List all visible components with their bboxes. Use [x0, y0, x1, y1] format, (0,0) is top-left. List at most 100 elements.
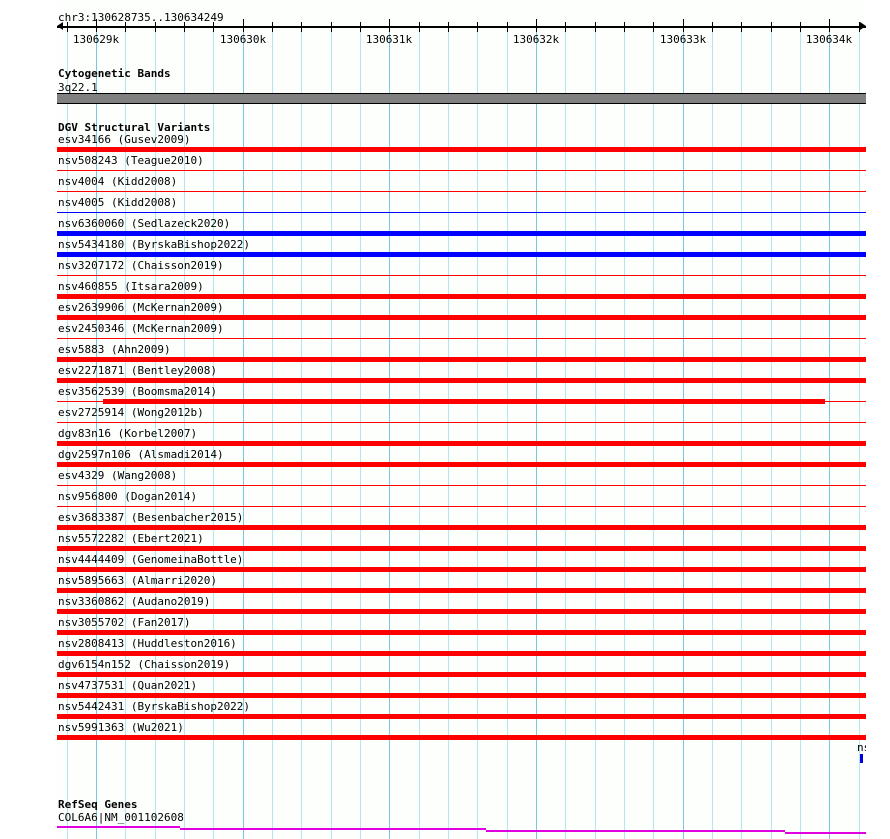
locus-label: chr3:130628735..130634249 [58, 11, 224, 24]
dgv-variant-label: nsv5895663 (Almarri2020) [58, 574, 217, 587]
dgv-variant-row[interactable]: nsv5991363 (Wu2021) [0, 722, 890, 743]
dgv-variant-row[interactable]: esv34166 (Gusev2009) [0, 134, 890, 155]
dgv-variant-bar[interactable] [57, 147, 866, 152]
dgv-variant-label: esv3562539 (Boomsma2014) [58, 385, 217, 398]
dgv-variant-label: esv5883 (Ahn2009) [58, 343, 171, 356]
ruler-tick-minor [67, 22, 68, 32]
dgv-variant-label: esv2639906 (McKernan2009) [58, 301, 224, 314]
ruler-tick-minor [477, 22, 478, 32]
dgv-variant-row[interactable]: esv2725914 (Wong2012b) [0, 407, 890, 428]
dgv-variant-row[interactable]: dgv83n16 (Korbel2007) [0, 428, 890, 449]
dgv-variant-row[interactable]: nsv508243 (Teague2010) [0, 155, 890, 176]
dgv-variant-label: nsv6360060 (Sedlazeck2020) [58, 217, 231, 230]
dgv-variant-bar[interactable] [57, 735, 866, 740]
dgv-variant-row[interactable]: nsv460855 (Itsara2009) [0, 281, 890, 302]
dgv-variant-label: esv2271871 (Bentley2008) [58, 364, 217, 377]
dgv-variant-row[interactable]: nsv4444409 (GenomeinaBottle) [0, 554, 890, 575]
ruler-tick-minor [595, 22, 596, 32]
dgv-variant-bar[interactable] [57, 506, 866, 507]
dgv-variant-row[interactable]: esv2639906 (McKernan2009) [0, 302, 890, 323]
ruler-tick-minor [301, 22, 302, 32]
dgv-variant-bar[interactable] [57, 378, 866, 383]
ruler-tick-minor [565, 22, 566, 32]
dgv-variant-row[interactable]: nsv4004 (Kidd2008) [0, 176, 890, 197]
dgv-variant-bar[interactable] [57, 525, 866, 530]
dgv-variant-row[interactable]: nsv3207172 (Chaisson2019) [0, 260, 890, 281]
dgv-variant-bar[interactable] [57, 651, 866, 656]
ruler-tick-major [96, 19, 97, 32]
dgv-variant-row[interactable]: esv3562539 (Boomsma2014) [0, 386, 890, 407]
refseq-gene-segment[interactable] [180, 828, 486, 830]
dgv-variant-row[interactable]: esv3683387 (Besenbacher2015) [0, 512, 890, 533]
dgv-variant-bar[interactable] [57, 422, 866, 423]
dgv-variant-row[interactable]: nsv5895663 (Almarri2020) [0, 575, 890, 596]
dgv-variant-row[interactable]: esv5883 (Ahn2009) [0, 344, 890, 365]
dgv-variant-bar[interactable] [57, 672, 866, 677]
dgv-variant-label: nsv4444409 (GenomeinaBottle) [58, 553, 244, 566]
ruler-tick-minor [507, 22, 508, 32]
dgv-variant-bar[interactable] [57, 315, 866, 320]
dgv-variant-row[interactable]: nsv4737531 (Quan2021) [0, 680, 890, 701]
dgv-variant-row[interactable]: nsv3360862 (Audano2019) [0, 596, 890, 617]
dgv-variant-label: nsv4004 (Kidd2008) [58, 175, 178, 188]
dgv-structural-variants-title: DGV Structural Variants [58, 121, 211, 134]
dgv-variant-bar[interactable] [57, 252, 866, 257]
ruler-tick-minor [155, 22, 156, 32]
ruler-tick-label: 130630k [219, 33, 267, 46]
dgv-variant-row[interactable]: nsv5434180 (ByrskaBishop2022) [0, 239, 890, 260]
dgv-variant-row[interactable]: nsv5442431 (ByrskaBishop2022) [0, 701, 890, 722]
refseq-gene-segment[interactable] [57, 826, 180, 828]
dgv-variant-bar[interactable] [57, 567, 866, 572]
dgv-variant-label: dgv6154n152 (Chaisson2019) [58, 658, 231, 671]
dgv-variant-bar[interactable] [57, 191, 866, 192]
dgv-variant-row[interactable]: nsv5572282 (Ebert2021) [0, 533, 890, 554]
left-gutter [0, 0, 57, 839]
dgv-variant-label: nsv4005 (Kidd2008) [58, 196, 178, 209]
dgv-variant-bar[interactable] [57, 714, 866, 719]
ruler-tick-minor [419, 22, 420, 32]
dgv-variant-bar[interactable] [57, 275, 866, 276]
dgv-variant-bar[interactable] [57, 462, 866, 467]
dgv-variant-label: esv4329 (Wang2008) [58, 469, 178, 482]
cytoband-bar [57, 93, 866, 104]
dgv-variant-row[interactable]: dgv2597n106 (Alsmadi2014) [0, 449, 890, 470]
dgv-variant-label: nsv2808413 (Huddleston2016) [58, 637, 237, 650]
ruler-tick-label: 130631k [365, 33, 413, 46]
dgv-variant-row[interactable]: nsv3055702 (Fan2017) [0, 617, 890, 638]
dgv-variant-row[interactable]: nsv2808413 (Huddleston2016) [0, 638, 890, 659]
dgv-variant-label: nsv5434180 (ByrskaBishop2022) [58, 238, 251, 251]
dgv-variant-row[interactable]: esv2271871 (Bentley2008) [0, 365, 890, 386]
dgv-variant-row[interactable]: nsv956800 (Dogan2014) [0, 491, 890, 512]
dgv-variant-bar[interactable] [57, 485, 866, 486]
dgv-variant-bar[interactable] [57, 609, 866, 614]
dgv-variant-bar[interactable] [57, 357, 866, 362]
dgv-variant-bar[interactable] [57, 630, 866, 635]
refseq-gene-segment[interactable] [486, 830, 785, 832]
dgv-variant-bar[interactable] [57, 212, 866, 213]
ruler-tick-minor [272, 22, 273, 32]
ruler-tick-minor [712, 22, 713, 32]
dgv-variant-bar[interactable] [57, 294, 866, 299]
ruler-tick-label: 130633k [659, 33, 707, 46]
dgv-variant-bar[interactable] [57, 441, 866, 446]
dgv-orphan-marker[interactable] [860, 754, 863, 763]
ruler-tick-minor [800, 22, 801, 32]
ruler-tick-minor [360, 22, 361, 32]
dgv-variant-row[interactable]: dgv6154n152 (Chaisson2019) [0, 659, 890, 680]
dgv-variant-bar[interactable] [57, 588, 866, 593]
ruler-tick-major [536, 19, 537, 32]
dgv-variant-bar[interactable] [57, 170, 866, 171]
dgv-variant-row[interactable]: nsv6360060 (Sedlazeck2020) [0, 218, 890, 239]
refseq-gene-segment[interactable] [785, 832, 866, 834]
dgv-variant-bar[interactable] [103, 399, 825, 404]
dgv-variant-bar[interactable] [57, 546, 866, 551]
dgv-variant-row[interactable]: esv2450346 (McKernan2009) [0, 323, 890, 344]
dgv-variant-bar[interactable] [57, 231, 866, 236]
dgv-variant-row[interactable]: nsv4005 (Kidd2008) [0, 197, 890, 218]
dgv-variant-bar[interactable] [57, 338, 866, 339]
dgv-variant-label: nsv3207172 (Chaisson2019) [58, 259, 224, 272]
ruler-tick-major [389, 19, 390, 32]
dgv-variant-bar[interactable] [57, 693, 866, 698]
dgv-variant-row[interactable]: esv4329 (Wang2008) [0, 470, 890, 491]
